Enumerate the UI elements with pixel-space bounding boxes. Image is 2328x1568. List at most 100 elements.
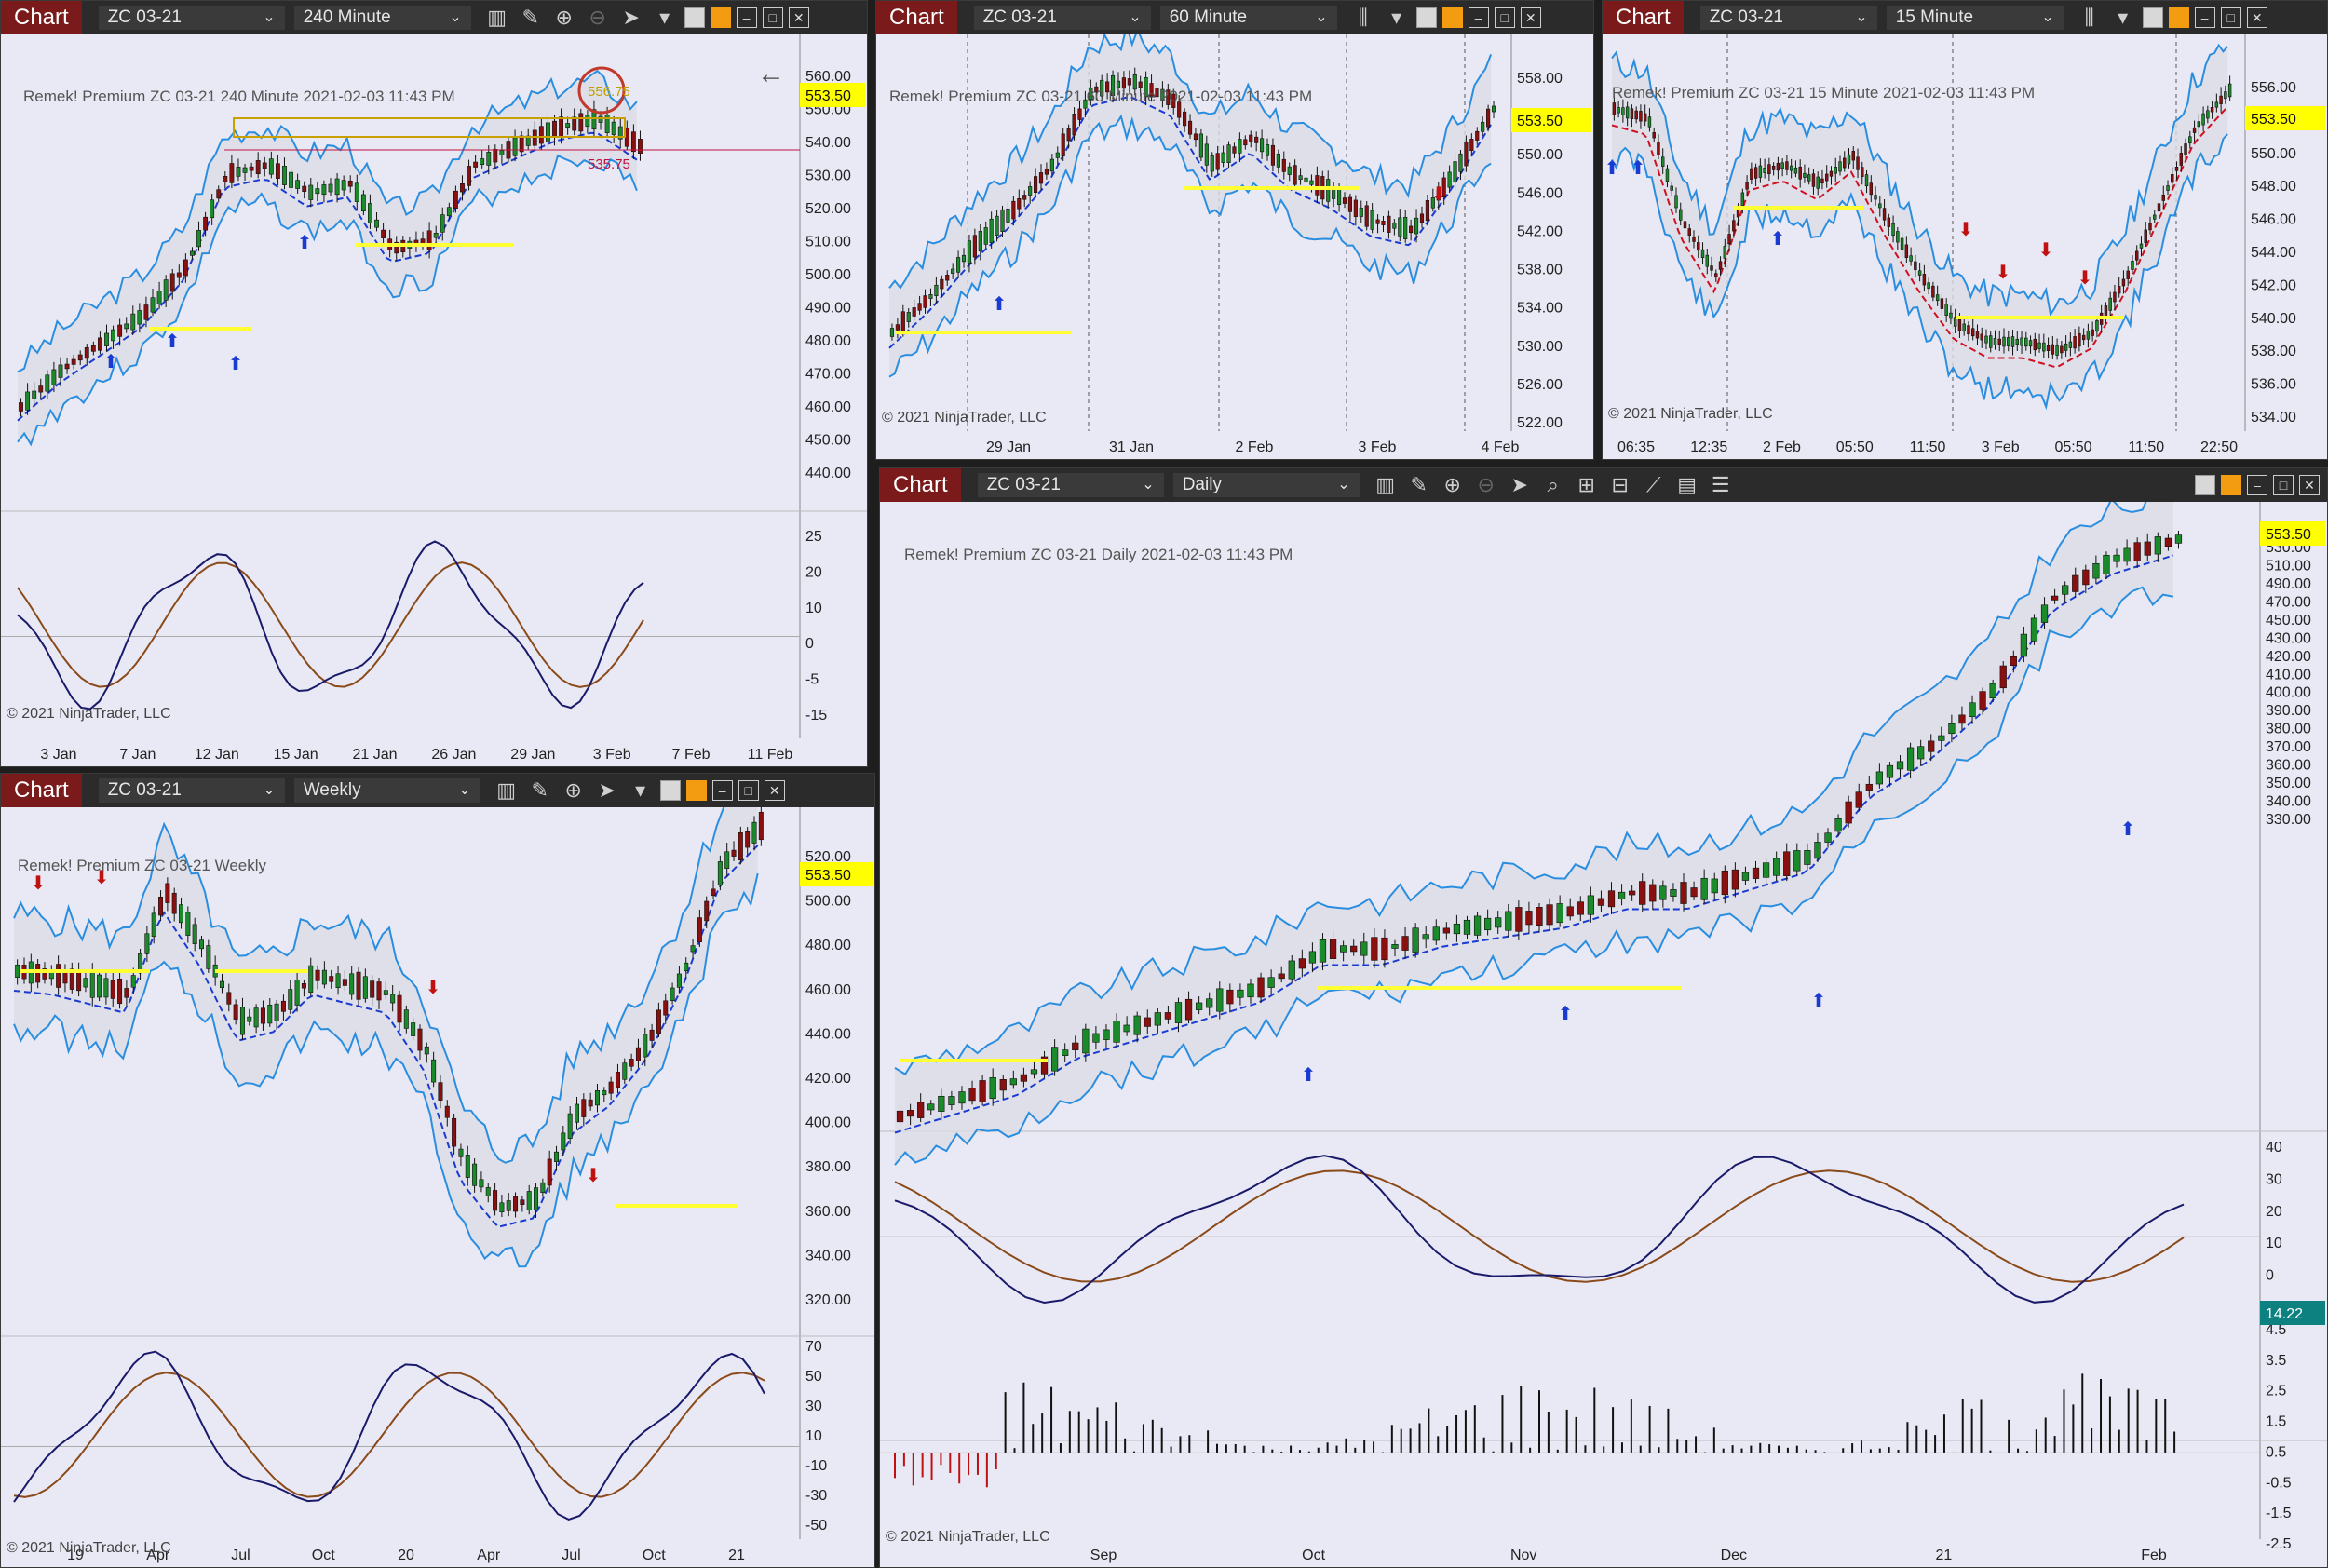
maximize-button[interactable]: □ [738,780,759,801]
draw-tool-icon[interactable]: ✎ [521,6,539,29]
candle-body [1989,683,1996,699]
instrument-select[interactable]: ZC 03-21 ⌄ [98,6,285,30]
period-select[interactable]: Weekly ⌄ [293,778,480,803]
draw-tool-icon[interactable]: ✎ [1410,473,1428,496]
price-axis-label: 522.00 [1517,415,1563,431]
instrument-select[interactable]: ZC 03-21 ⌄ [98,778,285,803]
candle-body [460,182,465,193]
properties-icon[interactable]: ⊞ [1577,473,1595,496]
link-button[interactable] [685,780,707,801]
period-select[interactable]: Daily ⌄ [1172,473,1360,497]
candle-body [1811,173,1816,187]
list-icon[interactable]: ☰ [1711,473,1730,496]
chart-tab[interactable]: Chart [1,774,82,807]
chart-window-weekly[interactable]: Chart ZC 03-21 ⌄ Weekly ⌄ ▥ ✎ ⊕ ➤ ▾ – □ ✕ … [0,773,875,1568]
minimize-button[interactable]: – [711,780,733,801]
price-axis-label: 546.00 [1517,185,1563,201]
chart-tab[interactable]: Chart [1,1,82,34]
more-chevron-icon[interactable]: ▾ [659,6,670,29]
candle-body [239,1007,245,1035]
close-button[interactable]: ✕ [2246,7,2267,28]
more-chevron-icon[interactable]: ▾ [2118,6,2129,29]
period-select[interactable]: 15 Minute ⌄ [1886,6,2064,30]
plot-area[interactable]: 556.00552.00550.00548.00546.00544.00542.… [1603,34,2327,459]
close-button[interactable]: ✕ [2299,475,2320,495]
maximize-button[interactable]: □ [762,7,783,28]
candle-body [275,163,280,179]
price-chart[interactable]: 560.00550.00540.00530.00520.00510.00500.… [1,34,867,766]
maximize-button[interactable]: □ [2273,475,2294,495]
draw-tool-icon[interactable]: ✎ [531,778,548,802]
period-select[interactable]: 60 Minute ⌄ [1159,6,1337,30]
price-chart[interactable]: 530.00510.00490.00470.00450.00430.00420.… [880,502,2327,1567]
tile-button[interactable] [2142,7,2163,28]
chart-tab[interactable]: Chart [1603,1,1684,34]
plot-area[interactable]: 530.00 510.00 490.00 470.00 450.00 430.00 420.… [880,502,2327,1567]
price-chart[interactable]: 520.00 500.00 480.00 460.00 440.00 420.00 400.… [1,807,874,1567]
link-button[interactable] [710,7,731,28]
close-button[interactable]: ✕ [788,7,809,28]
maximize-button[interactable]: □ [1494,7,1515,28]
bar-type-icon[interactable]: ▥ [496,778,517,802]
instrument-select[interactable]: ZC 03-21 ⌄ [973,6,1151,30]
more-chevron-icon[interactable]: ▾ [635,778,646,802]
minimize-button[interactable]: – [2194,7,2215,28]
candle-body [2086,331,2091,340]
plot-area[interactable]: 520.00 500.00 480.00 460.00 440.00 420.00 400.… [1,807,874,1567]
candle-body [1340,945,1347,953]
tile-button[interactable] [684,7,705,28]
candle-body [1371,937,1378,961]
bar-type-icon[interactable]: ⫼ [2084,6,2094,29]
pointer-icon[interactable]: ➤ [622,6,640,29]
zoom-in-icon[interactable]: ⊕ [1443,473,1461,496]
zoom-out-icon[interactable]: ⊖ [1477,473,1495,496]
candle-body [2164,537,2172,547]
chart-window-daily[interactable]: Chart ZC 03-21 ⌄ Daily ⌄ ▥ ✎ ⊕ ⊖ ➤ ⌕ ⊞ ⊟ ⟋… [879,467,2328,1568]
time-axis-label: 29 Jan [510,747,555,763]
candle-body [1820,178,1824,184]
bar-type-icon[interactable]: ▥ [487,6,508,29]
plot-area[interactable]: 558.00554.00550.00546.00542.00538.00534.… [876,34,1593,459]
more-chevron-icon[interactable]: ▾ [1391,6,1402,29]
tile-button[interactable] [2195,475,2215,495]
minimize-button[interactable]: – [1468,7,1489,28]
chart-tab[interactable]: Chart [880,468,961,502]
osc-axis-label: -50 [805,1518,827,1534]
candle-body [717,861,723,886]
link-button[interactable] [2168,7,2189,28]
plot-area[interactable]: 560.00 550.00 540.00 530.00 520.00 510.00 500.… [1,34,867,766]
indicators-icon[interactable]: ⊟ [1611,473,1629,496]
link-button[interactable] [2221,475,2241,495]
candle-body [90,345,96,352]
candle-body [438,1082,443,1101]
chart-window-15min[interactable]: Chart ZC 03-21 ⌄ 15 Minute ⌄ ⫼ ▾ – □ ✕ 556… [1602,0,2328,460]
candle-body [2121,278,2126,287]
bar-type-icon[interactable]: ⫼ [1358,6,1368,29]
data-box-icon[interactable]: ⌕ [1547,473,1559,496]
candle-body [1308,951,1317,964]
chart-tab[interactable]: Chart [876,1,957,34]
price-chart[interactable]: 558.00554.00550.00546.00542.00538.00534.… [876,34,1593,459]
tile-button[interactable] [659,780,681,801]
zoom-in-icon[interactable]: ⊕ [564,778,582,802]
instrument-select[interactable]: ZC 03-21 ⌄ [977,473,1164,497]
instrument-select[interactable]: ZC 03-21 ⌄ [1699,6,1877,30]
tile-button[interactable] [1415,7,1437,28]
maximize-button[interactable]: □ [2220,7,2241,28]
chart-window-240min[interactable]: Chart ZC 03-21 ⌄ 240 Minute ⌄ ▥ ✎ ⊕ ⊖ ➤ ▾ … [0,0,868,767]
minimize-button[interactable]: – [736,7,757,28]
pointer-icon[interactable]: ➤ [1510,473,1528,496]
minimize-button[interactable]: – [2247,475,2267,495]
pointer-icon[interactable]: ➤ [598,778,616,802]
period-select[interactable]: 240 Minute ⌄ [293,6,471,30]
bar-type-icon[interactable]: ▥ [1375,473,1396,496]
price-chart[interactable]: 556.00552.00550.00548.00546.00544.00542.… [1603,34,2327,459]
zoom-in-icon[interactable]: ⊕ [555,6,573,29]
templates-icon[interactable]: ▤ [1677,473,1698,496]
chart-window-60min[interactable]: Chart ZC 03-21 ⌄ 60 Minute ⌄ ⫼ ▾ – □ ✕ 558… [875,0,1594,460]
link-button[interactable] [1441,7,1463,28]
close-button[interactable]: ✕ [764,780,785,801]
strategies-icon[interactable]: ⟋ [1645,473,1661,496]
close-button[interactable]: ✕ [1520,7,1541,28]
zoom-out-icon[interactable]: ⊖ [589,6,606,29]
